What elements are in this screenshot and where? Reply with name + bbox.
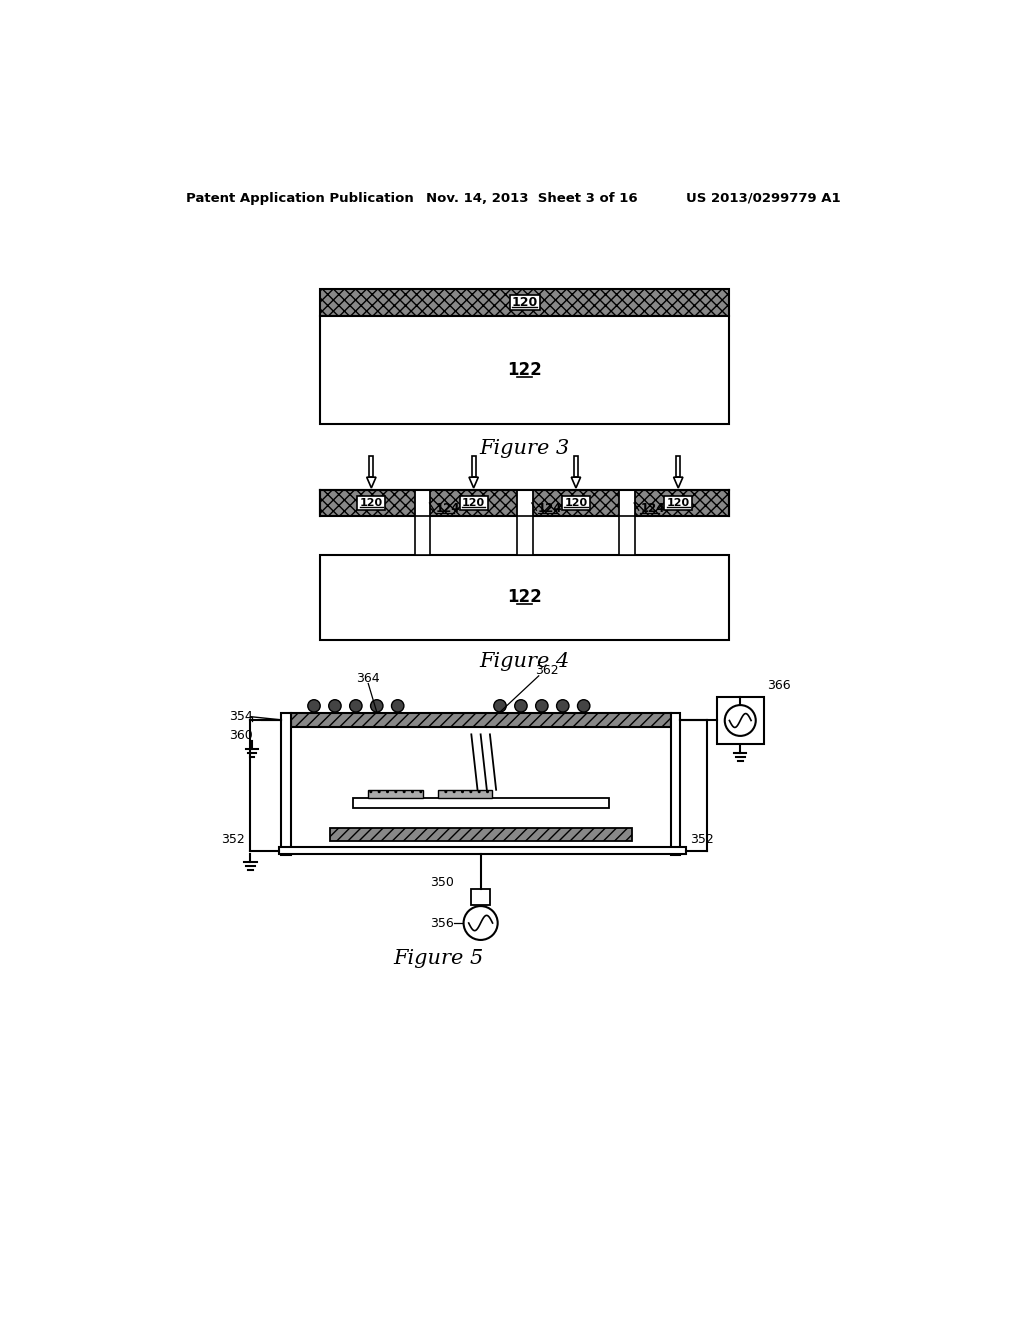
Bar (321, 490, 729, 516)
Bar (676, 455, 680, 478)
Bar (620, 488, 635, 517)
Bar (330, 829, 632, 841)
Bar (510, 296, 540, 310)
Circle shape (308, 700, 321, 711)
Bar (671, 713, 680, 855)
Circle shape (557, 700, 569, 711)
Polygon shape (367, 478, 376, 488)
Text: US 2013/0299779 A1: US 2013/0299779 A1 (686, 191, 841, 205)
Text: Figure 4: Figure 4 (479, 652, 570, 671)
Circle shape (725, 705, 756, 737)
Bar (321, 554, 729, 640)
Text: 120: 120 (564, 498, 588, 508)
Text: 364: 364 (356, 672, 380, 685)
Text: 120: 120 (462, 498, 485, 508)
Text: 362: 362 (535, 664, 558, 677)
Text: 354: 354 (228, 710, 253, 723)
Bar (370, 455, 374, 478)
Bar (415, 516, 430, 554)
Bar (282, 713, 291, 855)
Text: 360: 360 (228, 730, 253, 742)
Text: 120: 120 (667, 498, 690, 508)
Circle shape (464, 906, 498, 940)
Text: 350: 350 (430, 876, 454, 890)
Bar (415, 488, 430, 517)
Text: 120: 120 (512, 296, 538, 309)
Bar (472, 455, 475, 478)
Polygon shape (674, 478, 683, 488)
Bar (574, 455, 578, 478)
Bar (665, 496, 692, 511)
Circle shape (494, 700, 506, 711)
Text: Figure 5: Figure 5 (393, 949, 483, 968)
Text: 124: 124 (640, 502, 665, 515)
Bar (321, 317, 729, 424)
Bar (517, 488, 532, 517)
Text: 352: 352 (690, 833, 714, 846)
Circle shape (349, 700, 362, 711)
Bar (438, 789, 493, 797)
Bar (357, 496, 385, 511)
Circle shape (515, 700, 527, 711)
Text: 356: 356 (430, 916, 454, 929)
Circle shape (391, 700, 403, 711)
Bar (517, 516, 532, 554)
Bar (321, 289, 729, 317)
Text: Figure 3: Figure 3 (479, 440, 570, 458)
Text: 124: 124 (435, 502, 460, 515)
Text: Nov. 14, 2013  Sheet 3 of 16: Nov. 14, 2013 Sheet 3 of 16 (426, 191, 638, 205)
Circle shape (371, 700, 383, 711)
Bar (460, 496, 487, 511)
Bar (352, 797, 608, 808)
Polygon shape (571, 478, 581, 488)
Circle shape (329, 700, 341, 711)
Text: 120: 120 (359, 498, 383, 508)
Text: 122: 122 (508, 589, 542, 606)
Bar (291, 713, 671, 726)
Circle shape (536, 700, 548, 711)
Polygon shape (469, 478, 478, 488)
Text: 366: 366 (767, 680, 791, 693)
Bar (717, 697, 764, 743)
Bar (369, 789, 423, 797)
Text: 352: 352 (221, 833, 245, 846)
Bar (471, 890, 489, 904)
Text: Patent Application Publication: Patent Application Publication (186, 191, 414, 205)
Bar (562, 496, 590, 511)
Bar (620, 516, 635, 554)
Text: 122: 122 (508, 362, 542, 379)
Text: 124: 124 (538, 502, 562, 515)
Bar (280, 847, 686, 854)
Circle shape (578, 700, 590, 711)
